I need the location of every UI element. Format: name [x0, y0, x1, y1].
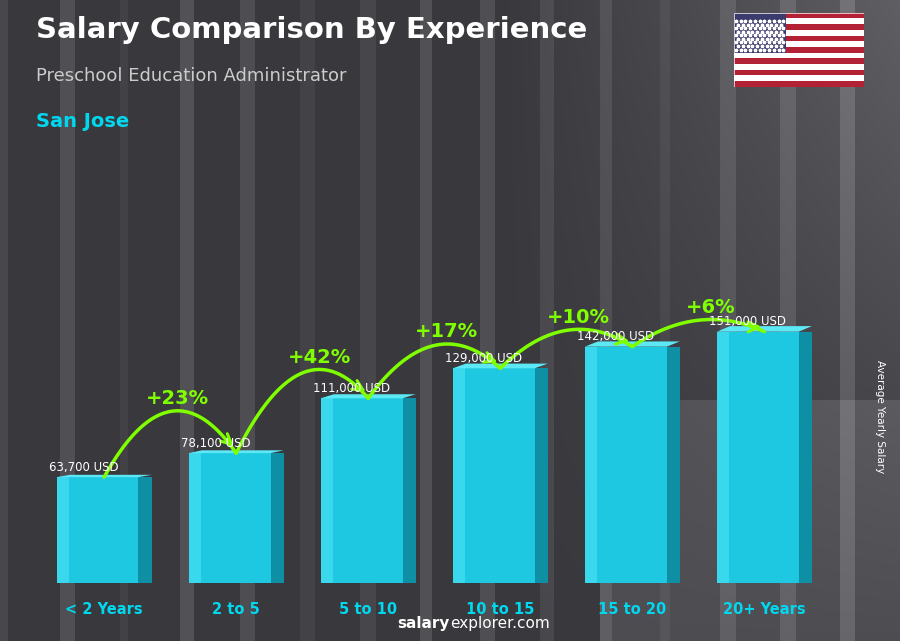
Bar: [734, 81, 864, 87]
Bar: [320, 398, 402, 583]
Bar: [734, 19, 864, 24]
Bar: [734, 30, 864, 35]
Polygon shape: [716, 326, 812, 331]
Text: 20+ Years: 20+ Years: [723, 602, 806, 617]
Text: 63,700 USD: 63,700 USD: [49, 461, 118, 474]
Text: Average Yearly Salary: Average Yearly Salary: [875, 360, 886, 473]
Text: 111,000 USD: 111,000 USD: [313, 382, 390, 395]
Bar: [57, 477, 139, 583]
Text: +42%: +42%: [288, 348, 351, 367]
Polygon shape: [139, 477, 152, 583]
Bar: [734, 13, 864, 19]
Text: +6%: +6%: [686, 298, 735, 317]
Text: 78,100 USD: 78,100 USD: [181, 437, 250, 450]
Text: 15 to 20: 15 to 20: [598, 602, 666, 617]
Polygon shape: [453, 363, 548, 369]
Polygon shape: [585, 342, 680, 347]
Bar: [57, 477, 69, 583]
Polygon shape: [320, 394, 416, 398]
Text: San Jose: San Jose: [36, 112, 130, 131]
Text: salary: salary: [398, 617, 450, 631]
Bar: [734, 75, 864, 81]
Bar: [734, 47, 864, 53]
Bar: [453, 369, 535, 583]
Bar: [734, 53, 864, 58]
Text: 5 to 10: 5 to 10: [339, 602, 397, 617]
Text: +10%: +10%: [547, 308, 610, 327]
Text: explorer.com: explorer.com: [450, 617, 550, 631]
Text: 10 to 15: 10 to 15: [466, 602, 535, 617]
Bar: [734, 41, 864, 47]
Bar: [716, 331, 798, 583]
Bar: [453, 369, 465, 583]
Text: 2 to 5: 2 to 5: [212, 602, 260, 617]
Bar: [734, 58, 864, 64]
Text: Salary Comparison By Experience: Salary Comparison By Experience: [36, 16, 587, 44]
Bar: [734, 69, 864, 75]
Polygon shape: [667, 347, 680, 583]
Text: Preschool Education Administrator: Preschool Education Administrator: [36, 67, 346, 85]
Bar: [585, 347, 597, 583]
Bar: [585, 347, 667, 583]
Polygon shape: [57, 475, 152, 477]
Text: 129,000 USD: 129,000 USD: [445, 352, 522, 365]
Bar: [320, 398, 333, 583]
Polygon shape: [402, 398, 416, 583]
Polygon shape: [535, 369, 548, 583]
Text: +17%: +17%: [415, 322, 478, 342]
Bar: [716, 331, 729, 583]
Polygon shape: [798, 331, 812, 583]
Polygon shape: [189, 450, 284, 453]
Text: < 2 Years: < 2 Years: [66, 602, 143, 617]
Bar: [734, 13, 786, 53]
Polygon shape: [271, 453, 284, 583]
Bar: [734, 64, 864, 69]
Bar: [734, 35, 864, 41]
Text: +23%: +23%: [146, 389, 209, 408]
Bar: [189, 453, 271, 583]
Bar: [734, 24, 864, 30]
Text: 142,000 USD: 142,000 USD: [577, 330, 654, 344]
Text: 151,000 USD: 151,000 USD: [709, 315, 786, 328]
Bar: [189, 453, 201, 583]
